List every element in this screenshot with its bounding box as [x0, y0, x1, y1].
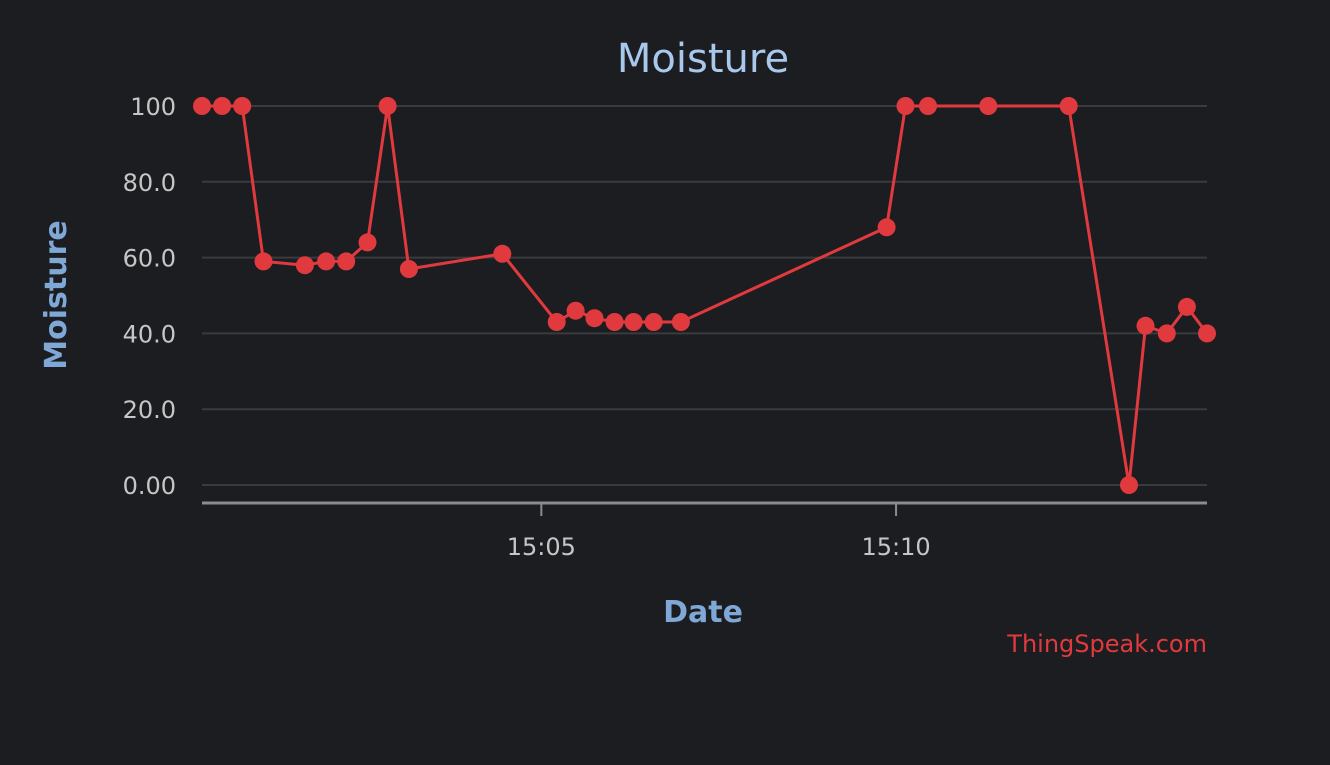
y-tick-label: 100 — [130, 93, 176, 121]
data-point[interactable] — [1157, 324, 1176, 343]
data-point[interactable] — [254, 252, 273, 271]
data-point[interactable] — [547, 313, 566, 331]
data-point[interactable] — [1120, 476, 1138, 494]
y-tick-label: 20.0 — [123, 396, 176, 424]
series-line-moisture — [202, 104, 1209, 486]
data-point[interactable] — [671, 313, 690, 331]
data-point[interactable] — [644, 313, 663, 331]
x-axis-ticks: 15:05 15:10 — [507, 503, 931, 561]
y-axis-title: Moisture — [39, 220, 74, 369]
data-point[interactable] — [378, 97, 397, 115]
y-tick-label: 0.00 — [123, 472, 176, 500]
chart-title: Moisture — [617, 36, 789, 82]
y-tick-label: 60.0 — [123, 245, 176, 273]
data-point[interactable] — [213, 97, 232, 115]
y-tick-label: 80.0 — [123, 169, 176, 197]
data-point[interactable] — [1198, 324, 1216, 343]
data-point[interactable] — [295, 256, 314, 275]
data-point[interactable] — [979, 97, 998, 115]
data-point[interactable] — [919, 97, 937, 115]
data-point[interactable] — [193, 97, 211, 115]
data-point[interactable] — [605, 313, 624, 331]
y-axis-ticks: 0.00 20.0 40.0 60.0 80.0 100 — [123, 93, 176, 500]
data-point[interactable] — [1177, 297, 1196, 316]
data-point[interactable] — [317, 252, 336, 271]
data-point[interactable] — [624, 313, 643, 331]
grid — [202, 105, 1207, 486]
data-point[interactable] — [1136, 316, 1155, 335]
data-point[interactable] — [493, 244, 512, 263]
data-points — [193, 97, 1216, 494]
data-point[interactable] — [896, 97, 915, 115]
data-point[interactable] — [399, 260, 418, 278]
thingspeak-credit-link[interactable]: ThingSpeak.com — [1006, 630, 1207, 658]
data-point[interactable] — [337, 252, 356, 271]
data-point[interactable] — [1059, 97, 1078, 115]
x-tick-label: 15:05 — [507, 533, 576, 561]
data-point[interactable] — [585, 309, 604, 328]
data-point[interactable] — [877, 218, 896, 237]
data-point[interactable] — [233, 97, 252, 115]
data-point[interactable] — [566, 301, 585, 320]
x-axis-title: Date — [663, 595, 743, 630]
y-tick-label: 40.0 — [123, 320, 176, 348]
x-tick-label: 15:10 — [861, 533, 930, 561]
data-point[interactable] — [358, 233, 377, 252]
